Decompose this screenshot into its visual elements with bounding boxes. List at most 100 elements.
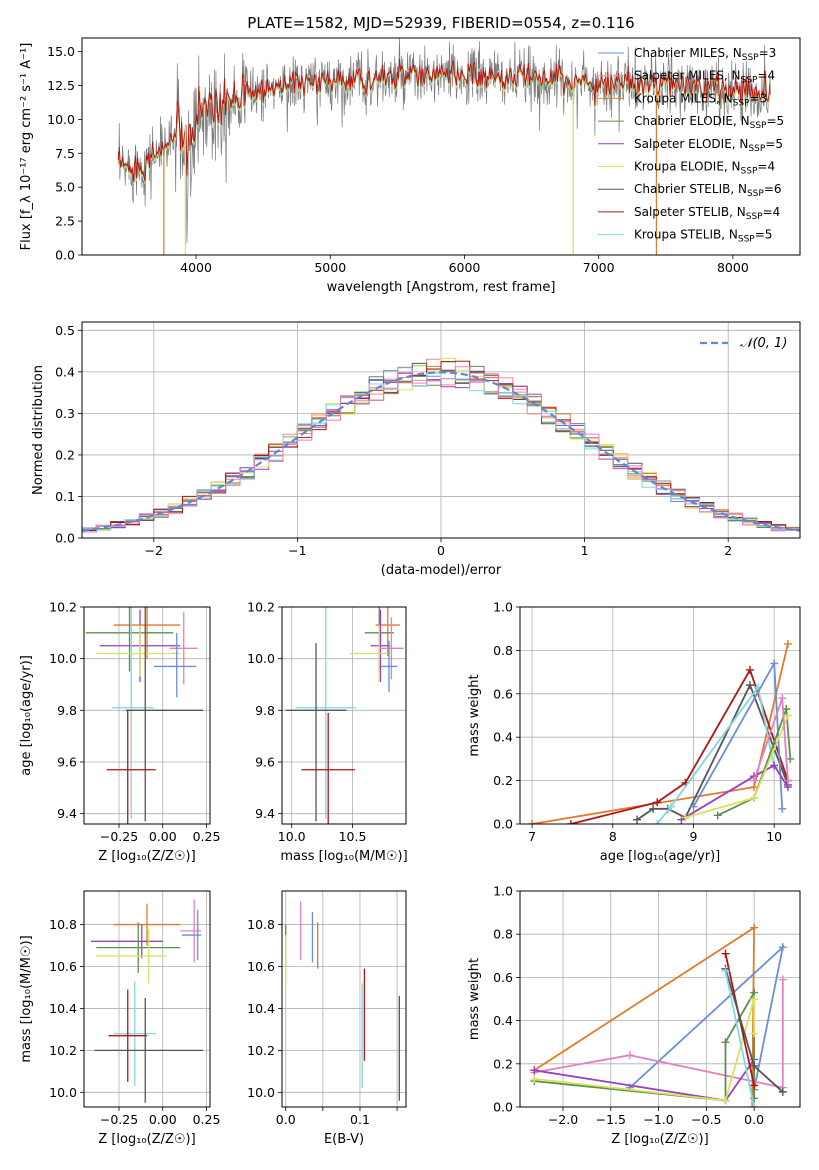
errorbar-point [113,981,156,1087]
legend-label: Kroupa ELODIE, NSSP=4 [634,160,775,177]
errorbar-point [96,922,181,973]
y-tick-label: 10.8 [49,917,77,932]
plot-area [285,607,404,824]
y-tick-label: 9.6 [57,755,77,770]
observed-spectrum-line [117,38,771,244]
y-tick-label: 10.0 [49,1085,77,1100]
legend-label-main: Salpeter STELIB, N [634,205,746,219]
plot-area [285,901,400,1101]
mass-weight-marker [778,694,787,703]
legend-label-main: Kroupa MILES, N [634,91,733,105]
y-tick-label: 10.2 [247,1043,275,1058]
y-tick-label: 5.0 [55,180,75,195]
y-tick-label: 0.3 [55,406,75,421]
legend-label-main: Salpeter MILES, N [634,69,741,83]
mass-weight-marker [633,815,642,824]
y-axis-label: Normed distribution [31,365,46,495]
y-axis-label: mass [log₁₀(M/M☉)] [19,935,34,1062]
x-tick-label: 0.00 [149,829,177,844]
plot-area [91,899,203,1103]
legend-label-main: Kroupa STELIB, N [634,228,738,242]
mass-weight-vs-age-panel: 7 8 9 10 0.0 0.2 0.4 0.6 0.8 1.0 age [log₁₀(age/yr… [467,600,801,864]
errorbar-point [182,909,202,961]
x-tick-label: −0.25 [100,1112,138,1127]
mass-weight-marker [653,798,662,807]
y-tick-label: 10.0 [247,651,275,666]
panel-frame [83,890,211,1108]
y-tick-label: 0.4 [493,1013,513,1028]
y-tick-label: 10.2 [49,600,77,615]
y-tick-label: 0.2 [493,1056,513,1071]
y-tick-label: 10.4 [49,1001,77,1016]
mass-weight-line [724,970,755,1107]
mass-weight-marker [750,793,759,802]
legend-label: Salpeter MILES, NSSP=4 [634,69,775,86]
y-tick-label: 9.4 [255,806,275,821]
x-tick-label: 0.1 [350,1112,370,1127]
mass-vs-metallicity-panel: −0.25 0.00 0.25 10.0 10.2 10.4 10.6 10.8 Z [log₁… [19,890,220,1147]
legend-label-sub: SSP [747,189,764,199]
mass-weight-marker [677,815,686,824]
mass-weight-marker [653,820,662,824]
y-tick-label: 0.8 [493,643,513,658]
mass-weight-marker [681,813,690,822]
spectrum-panel: 4000 5000 6000 7000 8000 0.0 2.5 5.0 7.5 10.0 12.5… [19,37,801,295]
legend-label-tail: =5 [765,137,783,151]
mass-weight-marker [770,761,779,770]
mass-weight-marker [770,659,779,668]
y-tick-label: 10.8 [247,917,275,932]
legend-label-sub: SSP [750,121,767,131]
x-tick-label: 6000 [449,260,481,275]
legend-label-main: Chabrier MILES, N [634,46,742,60]
legend-label: Kroupa MILES, NSSP=3 [634,91,767,108]
x-tick-label: 7000 [583,260,615,275]
mass-weight-marker [750,1103,759,1107]
y-tick-label: 15.0 [47,44,75,59]
x-axis-label: Z [log₁₀(Z/Z☉)] [611,1132,708,1147]
y-tick-label: 0.6 [493,686,513,701]
y-tick-label: 10.2 [49,1043,77,1058]
legend-label-sub: SSP [746,212,763,222]
mass-weight-line [717,708,792,817]
y-tick-label: 10.0 [247,1085,275,1100]
mass-weight-marker [625,1051,634,1060]
legend-label-sub: SSP [733,98,750,108]
y-tick-label: 0.8 [493,927,513,942]
errorbar-point [91,924,163,959]
model-spectrum-line [117,58,771,182]
x-tick-label: 1 [581,543,589,558]
mass-weight-line [656,685,776,824]
errorbar-point [108,989,147,1082]
legend-label-tail: =6 [764,182,782,196]
x-tick-label: −1 [288,543,306,558]
x-tick-label: −0.5 [691,1112,721,1127]
mass-weight-marker [783,711,792,720]
y-tick-label: 0.4 [55,364,75,379]
y-tick-label: 9.6 [255,755,275,770]
panel-frame [281,606,407,825]
panel-frame [83,606,211,825]
legend-label-sub: SSP [742,53,759,63]
mass-weight-marker [649,804,658,813]
panel-frame [281,890,407,1108]
y-tick-label: 1.0 [493,600,513,615]
x-tick-label: 0.0 [276,1112,296,1127]
legend-label-main: Salpeter ELODIE, N [634,137,748,151]
errorbar-point [126,607,203,822]
y-tick-label: 0.2 [493,773,513,788]
y-tick-label: 7.5 [55,146,75,161]
x-tick-label: 0.25 [193,829,221,844]
mass-weight-marker [721,966,730,975]
errorbar-point [96,928,167,984]
x-tick-label: 0 [437,543,445,558]
legend-label-sub: SSP [741,76,758,86]
legend-label: Chabrier ELODIE, NSSP=5 [634,114,784,131]
mass-weight-line [534,998,755,1102]
legend-label-tail: =5 [755,228,773,242]
x-tick-label: 5000 [314,260,346,275]
panel-frame [519,890,801,1108]
errorbar-point [379,617,404,680]
mass-weight-marker [530,1074,539,1083]
age-vs-mass-panel: 10.0 10.5 9.4 9.6 9.8 10.0 10.2 mass [log₁₀(M/M… [247,600,408,865]
